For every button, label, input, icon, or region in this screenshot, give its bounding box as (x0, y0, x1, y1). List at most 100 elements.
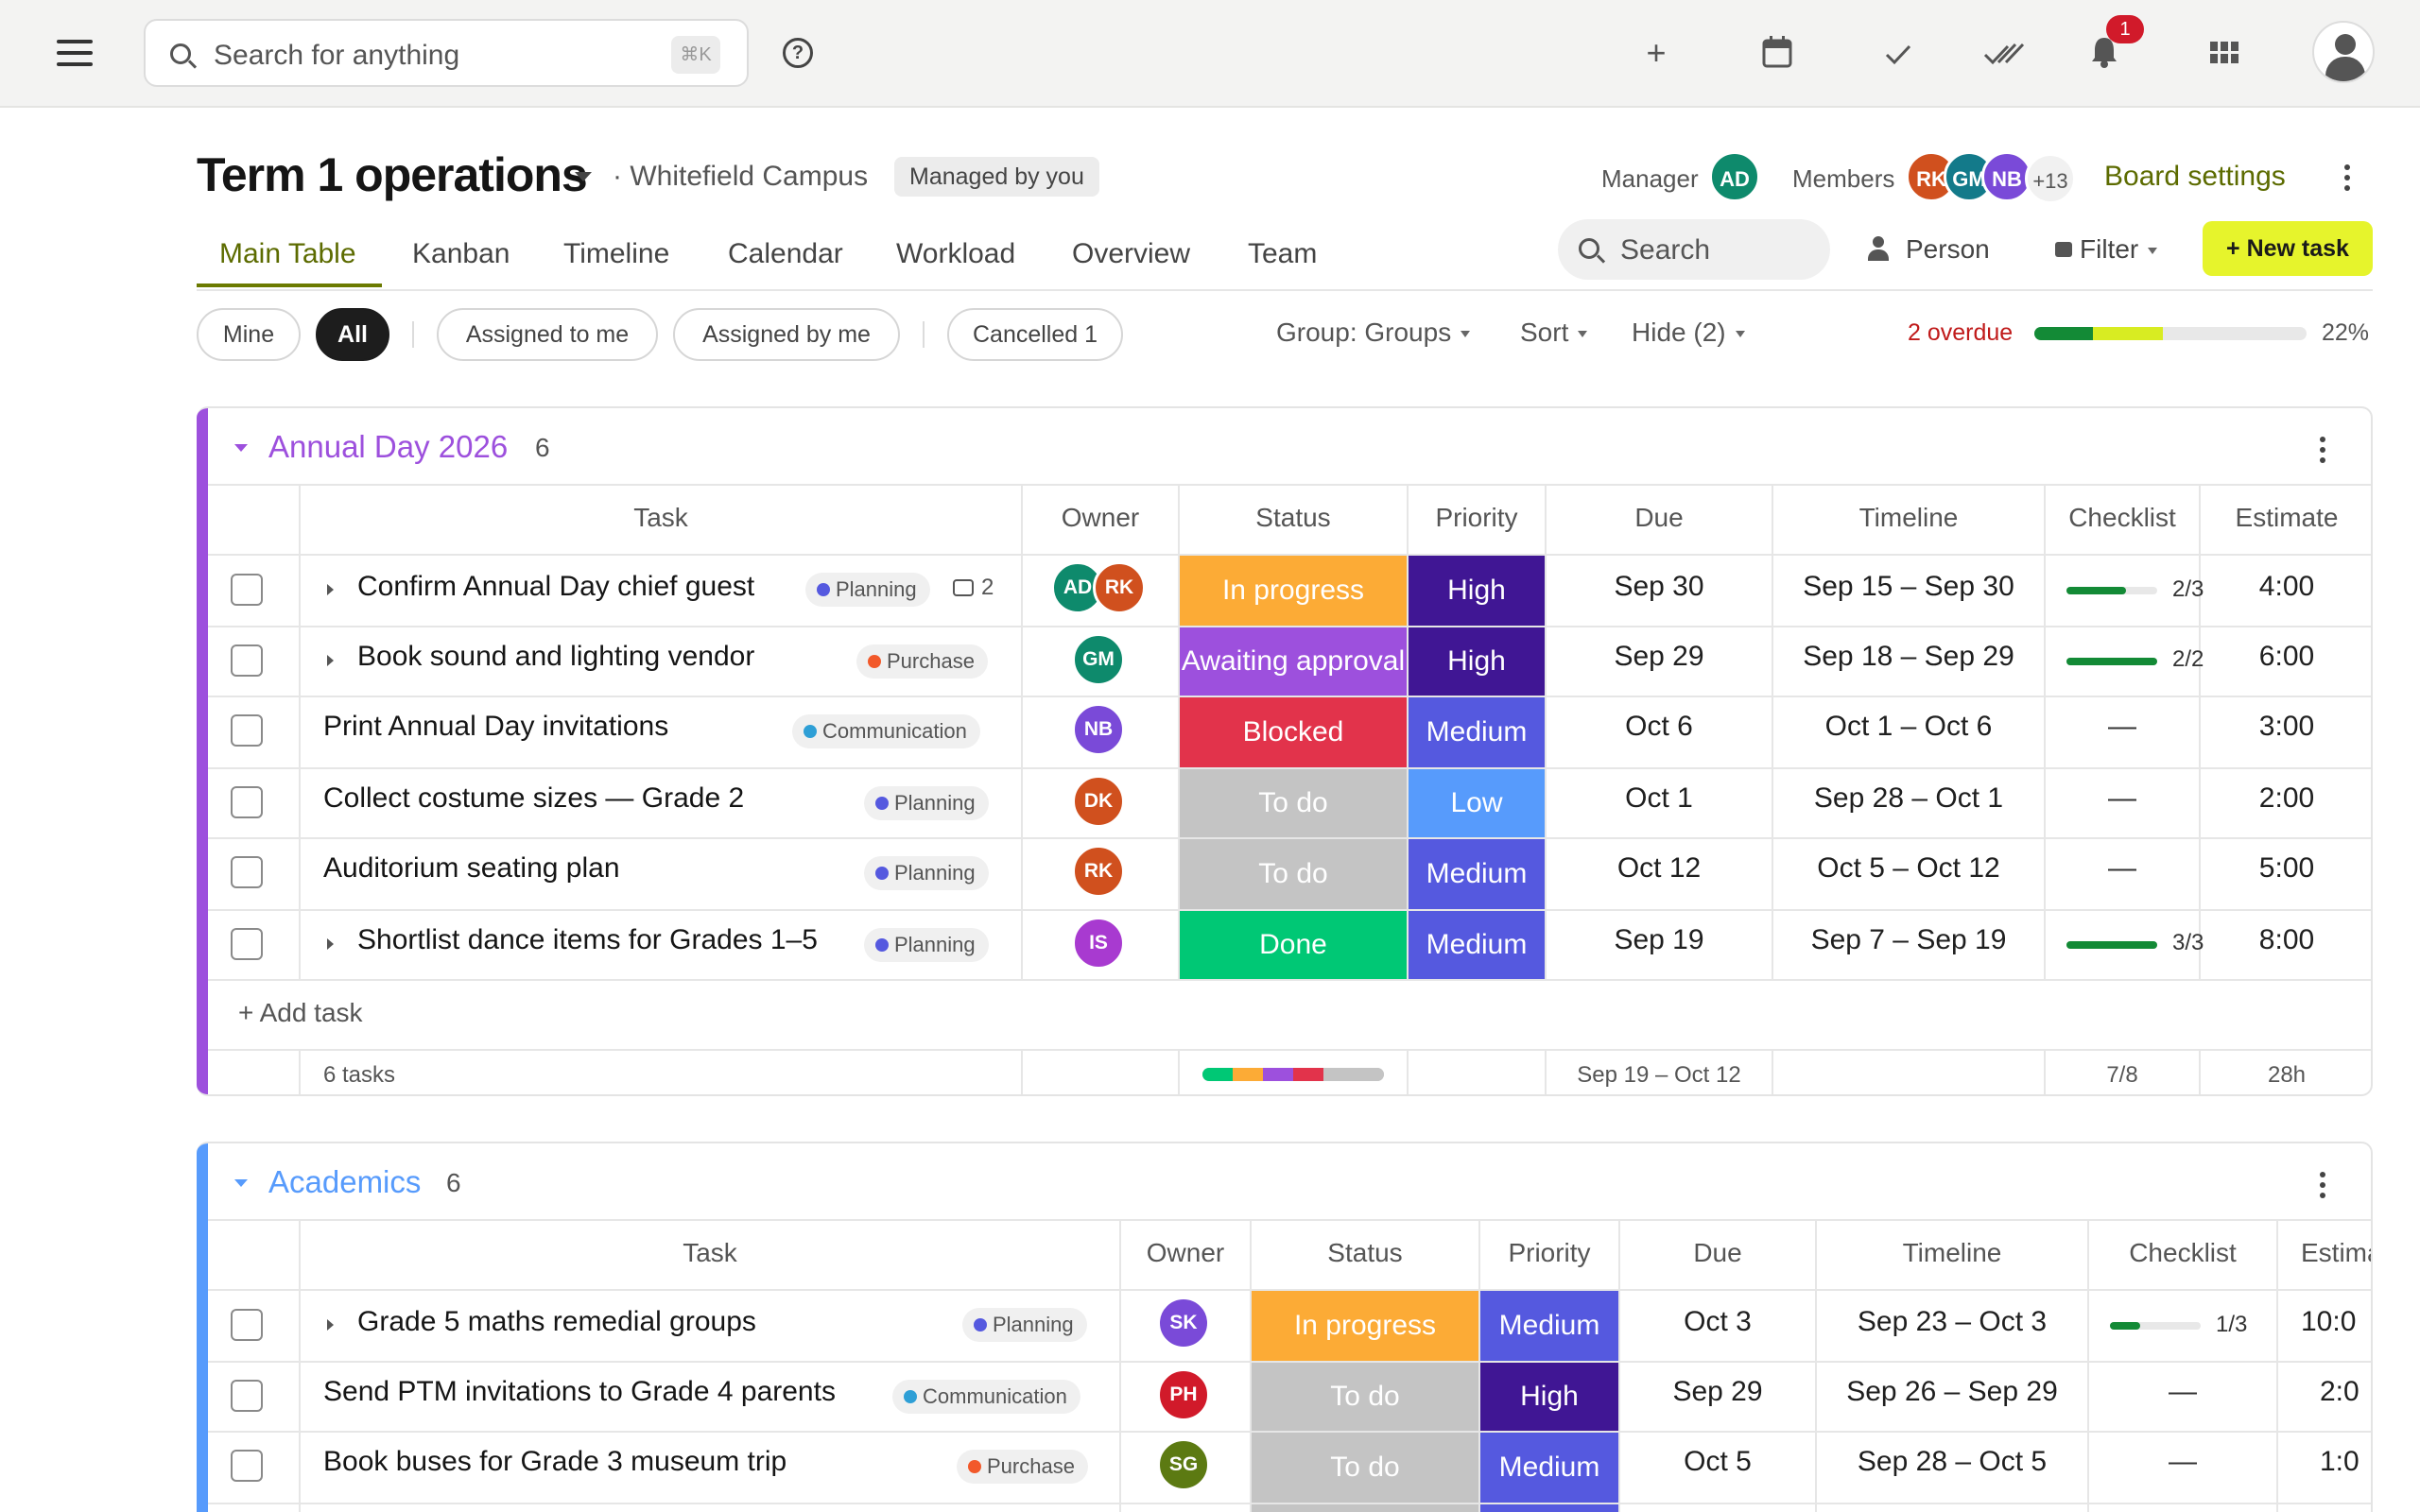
checklist-count[interactable]: 1/3 (2216, 1312, 2248, 1337)
column-header-checklist[interactable]: Checklist (2129, 1238, 2237, 1267)
column-header-status[interactable]: Status (1327, 1238, 1403, 1267)
member-avatar[interactable]: RK (1906, 151, 1957, 202)
priority-cell[interactable] (1480, 1504, 1618, 1512)
due-date[interactable]: Sep 30 (1614, 571, 1704, 602)
add-task-button[interactable]: + Add task (238, 998, 363, 1027)
priority-cell[interactable]: Medium (1409, 839, 1545, 909)
column-header-task[interactable]: Task (633, 503, 688, 532)
expand-subtasks-icon[interactable] (327, 655, 334, 666)
task-tag[interactable]: Planning (864, 928, 989, 962)
timeline-range[interactable]: Sep 28 – Oct 1 (1813, 782, 2004, 814)
estimate[interactable]: 1:0 (2320, 1446, 2360, 1477)
chip-assigned-by-me[interactable]: Assigned by me (673, 308, 900, 361)
estimate[interactable]: 3:00 (2258, 711, 2315, 742)
check-icon[interactable] (1877, 36, 1919, 77)
owner-avatar[interactable]: IS (1072, 917, 1125, 970)
due-date[interactable]: Oct 3 (1684, 1306, 1752, 1337)
row-checkbox[interactable] (231, 856, 263, 888)
chip-all[interactable]: All (316, 308, 389, 361)
column-header-priority[interactable]: Priority (1508, 1238, 1591, 1267)
global-search-input[interactable]: Search for anything ⌘K (144, 19, 749, 87)
due-date[interactable]: Oct 12 (1616, 852, 1702, 884)
column-header-estimate[interactable]: Estima (2301, 1238, 2371, 1267)
status-cell[interactable]: In progress (1180, 556, 1407, 626)
chip-cancelled[interactable]: Cancelled 1 (947, 308, 1123, 361)
row-checkbox[interactable] (231, 1380, 263, 1412)
checklist-empty[interactable]: — (2108, 782, 2136, 814)
task-tag[interactable]: Planning (962, 1308, 1087, 1342)
tab-kanban[interactable]: Kanban (412, 238, 510, 269)
chip-mine[interactable]: Mine (197, 308, 301, 361)
sort-dropdown[interactable]: Sort (1520, 318, 1588, 348)
tab-main-table[interactable]: Main Table (219, 238, 356, 269)
task-tag[interactable]: Planning (864, 786, 989, 820)
group-title[interactable]: Academics (268, 1164, 422, 1199)
task-tag[interactable]: Planning (805, 573, 930, 607)
due-date[interactable]: Oct 1 (1625, 782, 1693, 814)
task-tag[interactable]: Communication (792, 714, 980, 748)
group-title[interactable]: Annual Day 2026 (268, 429, 509, 464)
task-name[interactable]: Grade 5 maths remedial groups (357, 1306, 756, 1337)
status-cell[interactable]: To do (1252, 1363, 1478, 1431)
menu-icon[interactable] (57, 40, 93, 66)
tab-team[interactable]: Team (1248, 238, 1318, 269)
owner-avatar[interactable]: SG (1157, 1438, 1210, 1491)
timeline-range[interactable]: Sep 23 – Oct 3 (1857, 1306, 2048, 1337)
calendar-icon[interactable] (1756, 36, 1798, 77)
row-checkbox[interactable] (231, 1450, 263, 1482)
group-menu-icon[interactable] (2320, 437, 2327, 465)
timeline-range[interactable]: Sep 18 – Sep 29 (1803, 641, 2014, 672)
checklist-count[interactable]: 3/3 (2172, 930, 2204, 955)
timeline-range[interactable]: Sep 26 – Sep 29 (1846, 1376, 2058, 1407)
double-check-icon[interactable] (1983, 36, 2025, 77)
column-header-checklist[interactable]: Checklist (2068, 503, 2176, 532)
checklist-empty[interactable]: — (2108, 711, 2136, 742)
owner-avatar[interactable]: PH (1157, 1368, 1210, 1421)
task-name[interactable]: Collect costume sizes — Grade 2 (323, 782, 745, 814)
status-cell[interactable]: In progress (1252, 1291, 1478, 1361)
profile-icon[interactable] (2312, 21, 2375, 83)
column-header-task[interactable]: Task (683, 1238, 737, 1267)
task-name[interactable]: Book sound and lighting vendor (357, 641, 755, 672)
column-header-status[interactable]: Status (1255, 503, 1331, 532)
manager-avatar[interactable]: AD (1709, 151, 1760, 202)
chip-assigned-to-me[interactable]: Assigned to me (437, 308, 658, 361)
timeline-range[interactable]: Oct 5 – Oct 12 (1817, 852, 2000, 884)
tab-workload[interactable]: Workload (896, 238, 1016, 269)
task-name[interactable]: Print Annual Day invitations (323, 711, 669, 742)
task-name[interactable]: Send PTM invitations to Grade 4 parents (323, 1376, 836, 1407)
timeline-range[interactable]: Sep 15 – Sep 30 (1803, 571, 2014, 602)
priority-cell[interactable]: High (1409, 556, 1545, 626)
due-date[interactable]: Oct 6 (1625, 711, 1693, 742)
estimate[interactable]: 6:00 (2258, 641, 2315, 672)
due-date[interactable]: Sep 19 (1614, 924, 1704, 955)
status-cell[interactable]: To do (1180, 839, 1407, 909)
row-checkbox[interactable] (231, 714, 263, 747)
priority-cell[interactable]: Medium (1409, 911, 1545, 979)
row-checkbox[interactable] (231, 644, 263, 677)
comments-count[interactable]: 2 (953, 575, 994, 601)
tab-timeline[interactable]: Timeline (563, 238, 670, 269)
status-cell[interactable]: Awaiting approval (1180, 627, 1407, 696)
owner-avatar[interactable]: DK (1072, 775, 1125, 828)
more-options-icon[interactable] (2344, 164, 2352, 193)
owner-avatar[interactable]: RK (1072, 845, 1125, 898)
expand-subtasks-icon[interactable] (327, 1319, 334, 1331)
members-more-count[interactable]: +13 (2025, 153, 2076, 204)
group-by-dropdown[interactable]: Group: Groups (1276, 318, 1471, 348)
priority-cell[interactable]: Low (1409, 769, 1545, 837)
timeline-range[interactable]: Sep 7 – Sep 19 (1810, 924, 2007, 955)
board-search-input[interactable]: Search (1558, 219, 1830, 280)
owner-avatar[interactable]: SK (1157, 1297, 1210, 1349)
row-checkbox[interactable] (231, 786, 263, 818)
owner-avatar[interactable]: RK (1093, 561, 1146, 614)
column-header-estimate[interactable]: Estimate (2235, 503, 2339, 532)
status-cell[interactable]: To do (1252, 1433, 1478, 1503)
estimate[interactable]: 8:00 (2258, 924, 2315, 955)
column-header-owner[interactable]: Owner (1146, 1238, 1225, 1267)
person-filter-button[interactable]: Person (1906, 234, 1990, 264)
task-tag[interactable]: Purchase (957, 1450, 1088, 1484)
checklist-count[interactable]: 2/3 (2172, 576, 2204, 602)
priority-cell[interactable]: Medium (1409, 697, 1545, 767)
status-cell[interactable]: Done (1180, 911, 1407, 979)
